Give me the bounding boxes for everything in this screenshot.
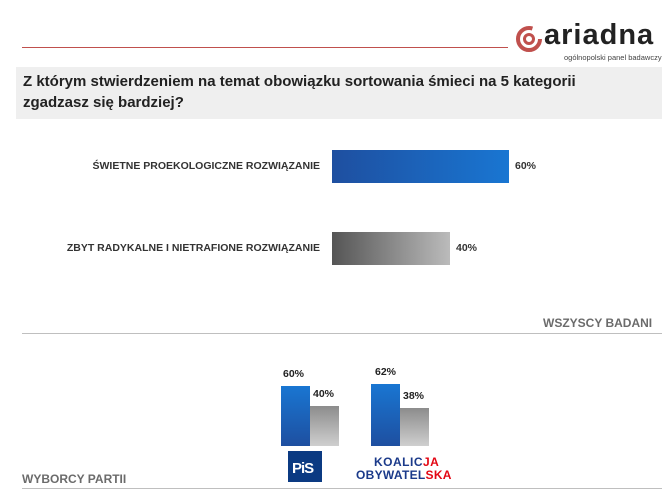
category-label-1: ŚWIETNE PROEKOLOGICZNE ROZWIĄZANIE (92, 160, 321, 172)
pis-bar-radical (310, 406, 339, 446)
logo-subtitle: ogólnopolski panel badawczy (564, 53, 662, 62)
value-label-1: 60% (515, 160, 537, 172)
section-divider-1 (22, 333, 662, 334)
ko-logo-part-c: OBYWATEL (356, 468, 426, 482)
logo-text: ariadna (544, 19, 655, 51)
ariadna-logo-icon (516, 26, 542, 52)
ko-logo-part-d: SKA (425, 468, 452, 482)
bar-too-radical (332, 232, 450, 265)
ko-logo: KOALICJA OBYWATELSKA (356, 455, 456, 485)
pis-logo: PiS (288, 451, 322, 482)
pis-bar-great (281, 386, 310, 446)
bar-great-solution (332, 150, 509, 183)
category-label-2: ZBYT RADYKALNE I NIETRAFIONE ROZWIĄZANIE (66, 242, 320, 254)
ariadna-logo: ariadna ogólnopolski panel badawczy (514, 19, 662, 62)
section-divider-2 (22, 488, 662, 489)
ko-bar-radical (400, 408, 429, 446)
ko-value-radical: 38% (403, 390, 425, 402)
ko-logo-part-b: JA (423, 455, 440, 469)
pis-value-radical: 40% (313, 388, 335, 400)
pis-logo-text: PiS (292, 460, 314, 477)
party-voters-label: WYBORCY PARTII (22, 472, 127, 486)
header-divider (22, 47, 508, 48)
ko-logo-part-a: KOALIC (374, 455, 423, 469)
all-respondents-label: WSZYSCY BADANI (543, 316, 653, 330)
value-label-2: 40% (456, 242, 478, 254)
question-box: Z którym stwierdzeniem na temat obowiązk… (16, 67, 662, 119)
ko-logo-line1: KOALICJA (374, 455, 439, 469)
question-text: Z którym stwierdzeniem na temat obowiązk… (23, 73, 576, 111)
ko-value-great: 62% (375, 366, 397, 378)
ko-bar-great (371, 384, 400, 446)
ko-logo-line2: OBYWATELSKA (356, 468, 452, 482)
pis-value-great: 60% (283, 368, 305, 380)
